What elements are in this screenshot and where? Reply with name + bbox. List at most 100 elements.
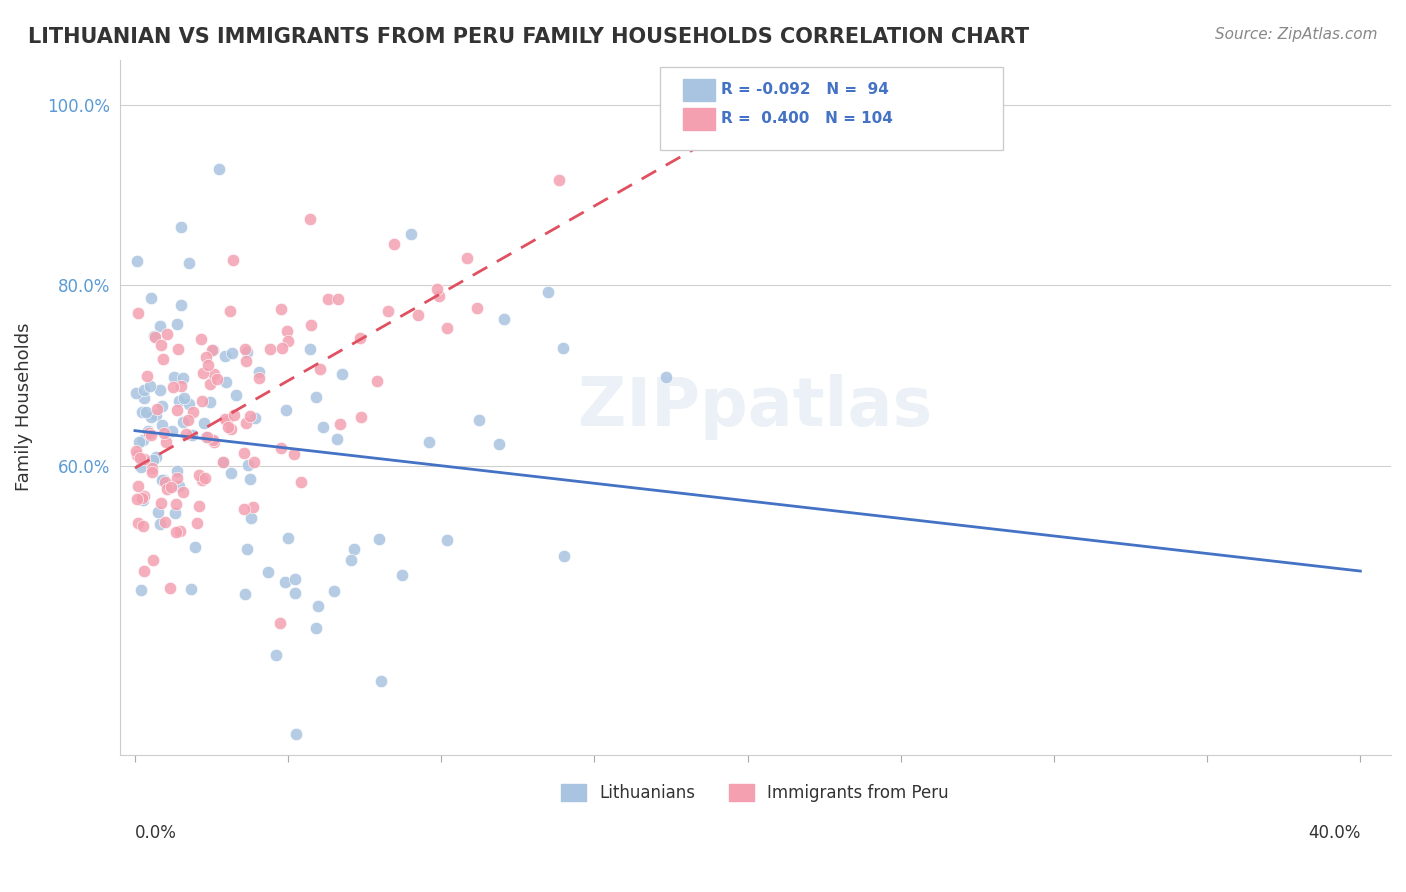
Point	[467, 413, 489, 427]
Point	[129, 460, 152, 475]
Point	[169, 524, 191, 539]
Point	[132, 452, 155, 467]
Point	[127, 254, 149, 268]
Point	[169, 219, 191, 234]
Point	[131, 405, 153, 419]
Point	[155, 435, 177, 450]
FancyBboxPatch shape	[683, 79, 714, 102]
Point	[127, 448, 149, 462]
Legend: Lithuanians, Immigrants from Peru: Lithuanians, Immigrants from Peru	[555, 777, 956, 809]
Point	[198, 376, 221, 391]
Point	[127, 479, 149, 493]
Point	[131, 491, 153, 506]
Point	[290, 475, 312, 490]
Point	[165, 506, 187, 520]
Point	[179, 396, 201, 410]
Point	[221, 346, 243, 360]
Point	[305, 621, 328, 635]
Point	[217, 420, 239, 434]
Point	[191, 366, 214, 380]
Point	[219, 304, 242, 318]
Point	[224, 408, 246, 422]
Point	[406, 308, 429, 322]
Point	[436, 321, 458, 335]
Point	[299, 318, 322, 332]
Point	[236, 458, 259, 473]
Point	[177, 256, 200, 270]
Point	[193, 416, 215, 430]
Point	[270, 441, 292, 455]
Point	[127, 306, 149, 320]
Point	[138, 425, 160, 440]
Point	[211, 455, 233, 469]
Point	[150, 418, 173, 433]
Point	[166, 403, 188, 417]
Point	[190, 393, 212, 408]
Point	[312, 420, 335, 434]
Text: 40.0%: 40.0%	[1308, 824, 1361, 842]
Point	[195, 430, 218, 444]
Point	[201, 433, 224, 447]
Point	[150, 338, 173, 352]
Point	[233, 342, 256, 356]
Point	[436, 533, 458, 547]
Point	[238, 472, 260, 486]
Point	[191, 473, 214, 487]
Point	[150, 473, 173, 487]
Point	[202, 368, 225, 382]
Point	[134, 383, 156, 397]
Point	[181, 405, 204, 419]
Point	[187, 467, 209, 482]
Point	[285, 727, 308, 741]
Point	[214, 412, 236, 426]
Point	[172, 485, 194, 500]
Text: Source: ZipAtlas.com: Source: ZipAtlas.com	[1215, 27, 1378, 42]
Point	[305, 391, 328, 405]
Point	[264, 648, 287, 662]
Text: LITHUANIAN VS IMMIGRANTS FROM PERU FAMILY HOUSEHOLDS CORRELATION CHART: LITHUANIAN VS IMMIGRANTS FROM PERU FAMIL…	[28, 27, 1029, 46]
Point	[139, 428, 162, 442]
Text: 0.0%: 0.0%	[135, 824, 177, 842]
Point	[553, 549, 575, 563]
Point	[326, 292, 349, 306]
Point	[316, 292, 339, 306]
Point	[247, 371, 270, 385]
Point	[212, 455, 235, 469]
Point	[198, 395, 221, 409]
Point	[184, 540, 207, 554]
Point	[162, 380, 184, 394]
Point	[367, 532, 389, 546]
Point	[269, 615, 291, 630]
Point	[488, 437, 510, 451]
Point	[125, 443, 148, 458]
Point	[170, 378, 193, 392]
Point	[172, 415, 194, 429]
Point	[326, 432, 349, 446]
Point	[239, 409, 262, 424]
Point	[242, 500, 264, 514]
Point	[136, 424, 159, 438]
Text: R =  0.400   N = 104: R = 0.400 N = 104	[721, 112, 893, 126]
Point	[655, 370, 678, 384]
Point	[215, 375, 238, 389]
Point	[243, 410, 266, 425]
Point	[129, 582, 152, 597]
FancyBboxPatch shape	[683, 108, 714, 130]
Point	[277, 334, 299, 348]
Point	[139, 291, 162, 305]
Point	[146, 505, 169, 519]
Point	[141, 465, 163, 479]
Point	[150, 399, 173, 413]
Point	[134, 391, 156, 405]
Text: ZIPpatlas: ZIPpatlas	[578, 374, 932, 440]
Point	[159, 581, 181, 595]
Point	[243, 455, 266, 469]
Point	[181, 428, 204, 442]
Point	[167, 342, 190, 356]
Point	[284, 586, 307, 600]
Point	[139, 410, 162, 425]
Point	[214, 349, 236, 363]
Point	[233, 446, 256, 460]
Point	[149, 516, 172, 531]
Point	[176, 426, 198, 441]
